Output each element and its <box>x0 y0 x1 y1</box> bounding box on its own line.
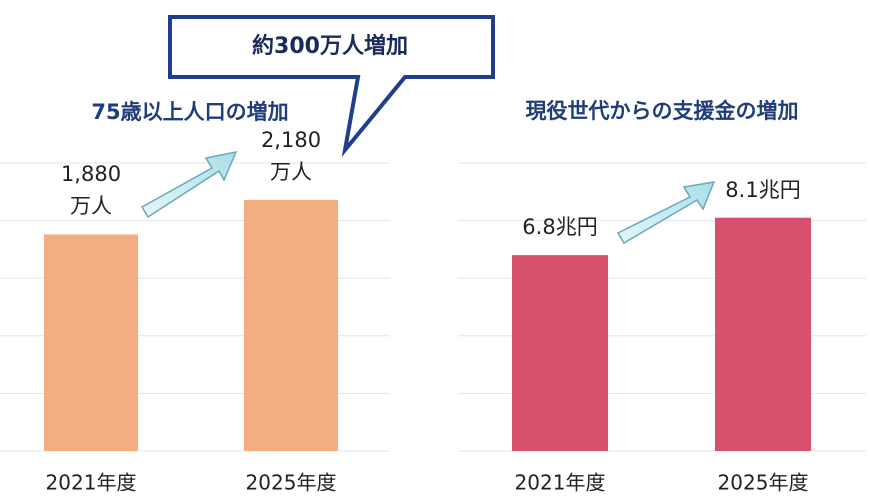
annotation: 約300万人増加 <box>252 33 408 59</box>
arrow <box>616 181 716 245</box>
arrow <box>140 150 238 219</box>
x-tick-label: 2025年度 <box>718 471 809 495</box>
x-tick-label: 2025年度 <box>246 471 337 495</box>
value-label: 6.8兆円 <box>522 215 598 240</box>
value-label: 2,180 万人 <box>260 127 322 184</box>
bar <box>715 217 811 451</box>
value-label: 8.1兆円 <box>725 177 801 202</box>
bar <box>44 234 138 451</box>
bar <box>244 199 338 451</box>
chart-title: 現役世代からの支援金の増加 <box>526 99 799 123</box>
chart-title: 75歳以上人口の増加 <box>91 100 288 124</box>
x-tick-label: 2021年度 <box>46 471 137 495</box>
bar <box>512 255 608 451</box>
callout <box>168 15 495 158</box>
value-label: 1,880 万人 <box>60 162 122 219</box>
x-tick-label: 2021年度 <box>515 471 606 495</box>
